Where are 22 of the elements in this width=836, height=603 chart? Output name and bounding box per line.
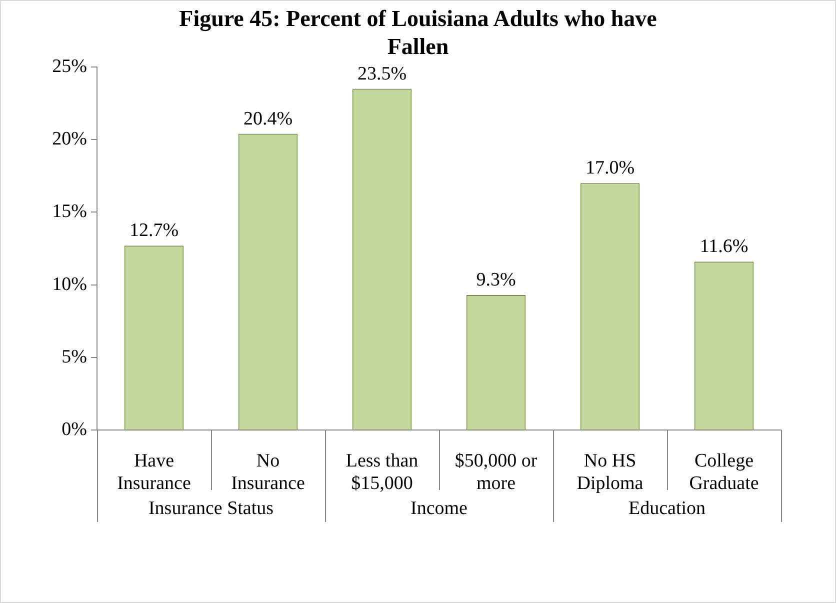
y-tick-label: 25% (52, 56, 88, 77)
y-tick-label: 20% (52, 128, 88, 150)
x-tick-label: College Graduate (689, 450, 759, 494)
y-tick-label: 5% (62, 346, 88, 368)
data-label: 12.7% (129, 220, 179, 242)
data-label: 17.0% (585, 158, 635, 179)
x-tick-label: No Insurance (231, 450, 305, 494)
data-label: 23.5% (357, 63, 407, 84)
x-tick-label: Less than $15,000 (346, 450, 419, 494)
data-label: 11.6% (700, 236, 748, 258)
x-tick-label: No HS Diploma (576, 450, 644, 494)
data-label: 9.3% (476, 269, 516, 290)
x-tick-label: $50,000 or more (454, 450, 538, 494)
chart-title: Figure 45: Percent of Louisiana Adults who have Fallen (178, 5, 658, 61)
text: Insurance Status (148, 498, 274, 519)
y-tick-label: 15% (52, 201, 88, 222)
y-tick-label: 10% (52, 274, 88, 295)
text: Education (628, 498, 706, 519)
data-label: 20.4% (243, 108, 293, 130)
y-tick-label: 0% (62, 418, 88, 440)
x-tick-label: Have Insurance (117, 450, 191, 494)
text: Income (410, 498, 468, 519)
